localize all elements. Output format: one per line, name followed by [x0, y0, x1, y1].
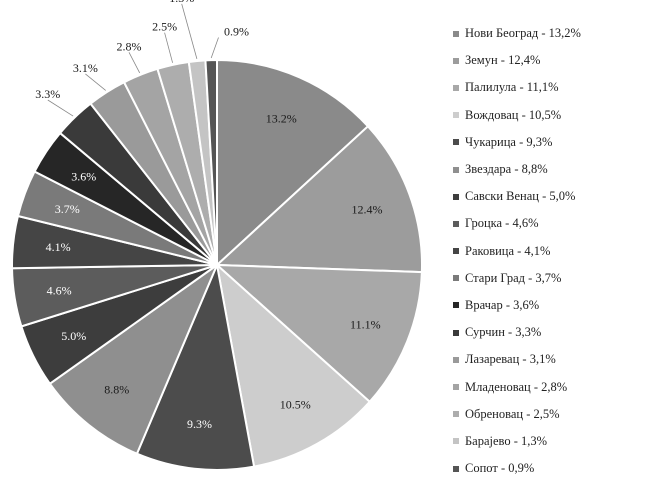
legend-item: Земун - 12,4% [453, 47, 643, 74]
legend-item: Младеновац - 2,8% [453, 373, 643, 400]
legend-label: Звездара - 8,8% [465, 162, 548, 177]
legend-label: Нови Београд - 13,2% [465, 26, 581, 41]
legend-swatch [453, 329, 459, 336]
pie-slice-2 [214, 124, 423, 274]
legend-label: Вождовац - 10,5% [465, 107, 562, 122]
legend-item: Раковица - 4,1% [453, 238, 643, 265]
legend-item: Врачар - 3,6% [453, 292, 643, 319]
legend-label: Раковица - 4,1% [465, 243, 551, 258]
pie-slice-5 [135, 261, 256, 471]
pie-value-label-5: 9.3% [187, 417, 212, 431]
pie-value-label-14: 2.8% [117, 39, 142, 53]
legend-swatch [453, 193, 459, 200]
leader-line-15 [164, 32, 173, 63]
legend-label: Палилула - 11,1% [465, 80, 559, 95]
pie-value-label-3: 11.1% [350, 318, 381, 332]
legend-swatch [453, 220, 459, 227]
legend-item: Барајево - 1,3% [453, 428, 643, 455]
leader-line-14 [128, 52, 141, 74]
legend-label: Гроцка - 4,6% [465, 216, 539, 231]
pie-value-label-1: 13.2% [266, 112, 297, 126]
pie-value-label-12: 3.3% [35, 87, 60, 101]
leader-line-17 [210, 37, 219, 59]
legend-label: Земун - 12,4% [465, 53, 541, 68]
pie-value-label-2: 12.4% [352, 203, 383, 217]
legend-item: Чукарица - 9,3% [453, 129, 643, 156]
legend-item: Гроцка - 4,6% [453, 210, 643, 237]
legend-label: Лазаревац - 3,1% [465, 352, 556, 367]
pie-slice-17 [204, 58, 218, 266]
legend-label: Барајево - 1,3% [465, 433, 548, 448]
pie-value-label-8: 4.6% [47, 284, 72, 298]
legend-label: Сурчин - 3,3% [465, 325, 542, 340]
pie-slice-1 [216, 58, 370, 268]
legend-label: Чукарица - 9,3% [465, 134, 553, 149]
legend-swatch [453, 465, 459, 472]
legend-swatch [453, 384, 459, 391]
leader-line-12 [47, 99, 74, 117]
pie-value-label-11: 3.6% [71, 170, 96, 184]
legend-swatch [453, 57, 459, 64]
leader-line-16 [181, 3, 198, 60]
pie-value-label-4: 10.5% [280, 398, 311, 412]
legend-label: Савски Венац - 5,0% [465, 189, 576, 204]
pie-value-label-16: 1.3% [169, 0, 194, 5]
legend-swatch [453, 30, 459, 37]
pie-value-label-13: 3.1% [73, 61, 98, 75]
legend-item: Сопот - 0,9% [453, 455, 643, 482]
legend-swatch [453, 356, 459, 363]
legend-swatch [453, 166, 459, 173]
legend-item: Обреновац - 2,5% [453, 401, 643, 428]
legend-label: Стари Град - 3,7% [465, 270, 562, 285]
pie-slice-3 [214, 263, 423, 404]
legend-label: Младеновац - 2,8% [465, 379, 568, 394]
legend-swatch [453, 302, 459, 309]
legend-label: Обреновац - 2,5% [465, 406, 560, 421]
legend-swatch [453, 139, 459, 146]
legend-item: Сурчин - 3,3% [453, 319, 643, 346]
legend-item: Вождовац - 10,5% [453, 102, 643, 129]
pie-value-label-6: 8.8% [104, 383, 129, 397]
legend-item: Стари Град - 3,7% [453, 265, 643, 292]
pie-value-labels: 13.2% 12.4% 11.1% 10.5% 9.3% 8.8% 5.0% 4.6% 4.1%… [35, 0, 382, 431]
legend-swatch [453, 84, 459, 91]
legend-item: Нови Београд - 13,2% [453, 20, 643, 47]
leader-line-13 [85, 73, 106, 91]
legend-swatch [453, 275, 459, 282]
pie-value-label-9: 4.1% [46, 240, 71, 254]
legend: Нови Београд - 13,2% Земун - 12,4% Палилул… [453, 20, 643, 482]
legend-swatch [453, 112, 459, 119]
pie-slice-6 [48, 262, 220, 456]
pie-value-label-15: 2.5% [152, 20, 177, 34]
legend-label: Сопот - 0,9% [465, 461, 535, 476]
legend-swatch [453, 248, 459, 255]
legend-item: Лазаревац - 3,1% [453, 346, 643, 373]
pie-slice-4 [215, 262, 372, 468]
legend-label: Врачар - 3,6% [465, 297, 540, 312]
pie-value-label-17: 0.9% [224, 25, 249, 39]
legend-item: Звездара - 8,8% [453, 156, 643, 183]
legend-swatch [453, 411, 459, 418]
pie-value-label-10: 3.7% [55, 202, 80, 216]
legend-item: Палилула - 11,1% [453, 74, 643, 101]
pie-value-label-7: 5.0% [61, 329, 86, 343]
legend-item: Савски Венац - 5,0% [453, 183, 643, 210]
pie-slices [11, 58, 423, 471]
legend-swatch [453, 438, 459, 445]
